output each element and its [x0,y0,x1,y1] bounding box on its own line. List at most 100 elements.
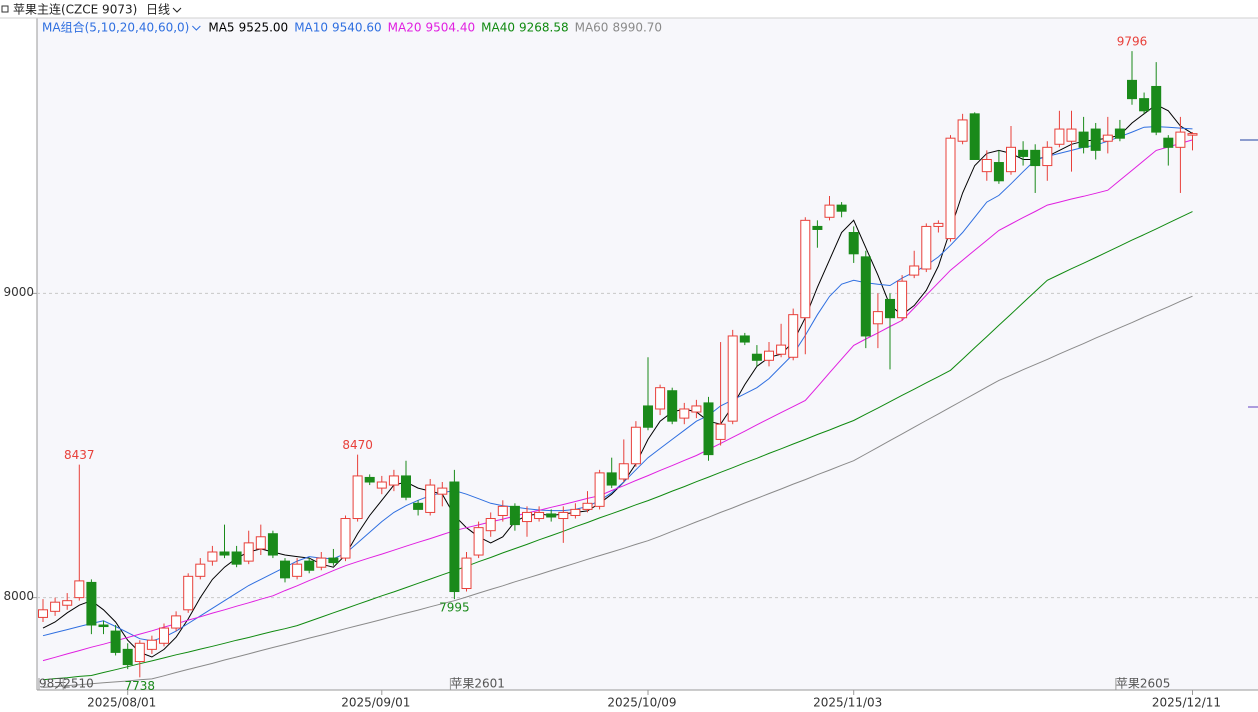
legend-value: 9504.40 [426,21,476,35]
candle-body [582,502,593,510]
y-tick-label: 8000 [3,589,34,603]
period-dropdown[interactable] [172,7,182,13]
contract-label: 苹果2601 [450,677,505,691]
candle-body [1163,137,1174,148]
candle-body [1151,85,1162,133]
candle-body [340,518,351,559]
plot-area [37,18,1258,690]
ma-group[interactable]: MA组合(5,10,20,40,60,0) [42,20,189,35]
candle-body [267,533,278,556]
candle-body [401,475,411,498]
candle-body [751,353,762,361]
candle-body [449,481,460,593]
candle-body [425,484,436,513]
candle-body [860,256,871,337]
candle-body [1187,133,1198,136]
candle-body [388,475,399,486]
legend-value: 9268.58 [519,21,569,35]
candle-body [945,137,956,240]
candle-body [630,426,641,465]
candle-body [292,563,303,577]
legend-value: 9540.60 [332,21,382,35]
x-tick-label: 2025/08/01 [87,696,156,710]
candle-body [280,560,290,579]
candle-body [316,557,327,568]
candle-body [1030,149,1041,167]
candle-body [534,511,545,520]
candle-body [1090,128,1101,151]
ma-line [42,126,1193,642]
candle-body [413,502,424,510]
candle-body [1006,146,1016,173]
extreme-label: 8437 [64,448,95,462]
ma-line [42,295,1193,688]
candle-body [376,481,387,489]
legend-name: MA20 [388,21,422,35]
candle-body [546,513,557,518]
chart-title: 苹果主连(CZCE 9073) [13,2,137,17]
candle-body [1054,128,1065,145]
candle-body [437,487,448,495]
candle-body [570,508,581,516]
candle-body [776,344,787,355]
candle-body [122,648,133,666]
candle-body [981,158,992,173]
extreme-label: 9796 [1117,35,1148,49]
candle-body [897,280,908,319]
candle-body [1139,98,1150,112]
contract-label: 苹果2605 [1116,677,1171,691]
candle-body [1078,131,1089,148]
legend-name: MA5 [208,21,234,35]
candle-body [110,630,121,653]
candle-body [352,475,363,520]
x-tick-label: 2025/09/01 [341,696,410,710]
candle-body [50,601,61,612]
candle-body [594,472,605,507]
ma-dropdown[interactable] [192,25,201,31]
candle-body [146,639,157,650]
period[interactable]: 日线 [146,3,170,17]
candle-body [921,225,932,270]
candle-body [98,624,109,628]
x-tick-label: 2025/10/09 [607,696,676,710]
candle-body [328,557,339,564]
ma-line [42,211,1193,681]
candle-body [461,557,472,590]
candle-body [485,518,496,532]
legend-name: MA10 [294,21,328,35]
candle-body [243,542,254,562]
candle-body [38,609,48,618]
candle-body [62,600,73,606]
candle-body [679,408,690,419]
x-tick-label: 2025/12/11 [1152,696,1221,710]
candle-body [304,560,315,571]
candle-body [558,511,569,520]
ma-line [42,139,1193,662]
candle-body [255,536,266,550]
candle-body [824,204,835,218]
candle-body [1127,79,1137,100]
candle-body [764,350,774,361]
candle-body [1114,128,1125,139]
candle-body [74,580,85,599]
legend-value: 9525.00 [239,21,289,35]
candle-body [667,390,678,422]
legend-name: MA40 [481,21,515,35]
candle-body [812,225,823,230]
candle-body [957,119,968,142]
candle-body [655,387,666,410]
candle-body [909,265,920,276]
menu-icon[interactable] [1,5,9,13]
candle-body [885,298,895,319]
extreme-label: 7995 [439,601,470,615]
candle-body [1066,128,1077,142]
candle-body [993,162,1004,182]
candle-body [134,642,145,663]
candle-body [1018,149,1029,157]
candle-body [1175,131,1186,148]
candle-body [933,222,944,227]
legend-name: MA60 [575,21,609,35]
candle-body [643,405,653,428]
candle-body [497,505,508,516]
candle-body [606,472,617,486]
